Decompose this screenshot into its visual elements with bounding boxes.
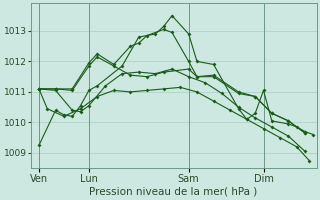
X-axis label: Pression niveau de la mer( hPa ): Pression niveau de la mer( hPa ): [90, 187, 258, 197]
